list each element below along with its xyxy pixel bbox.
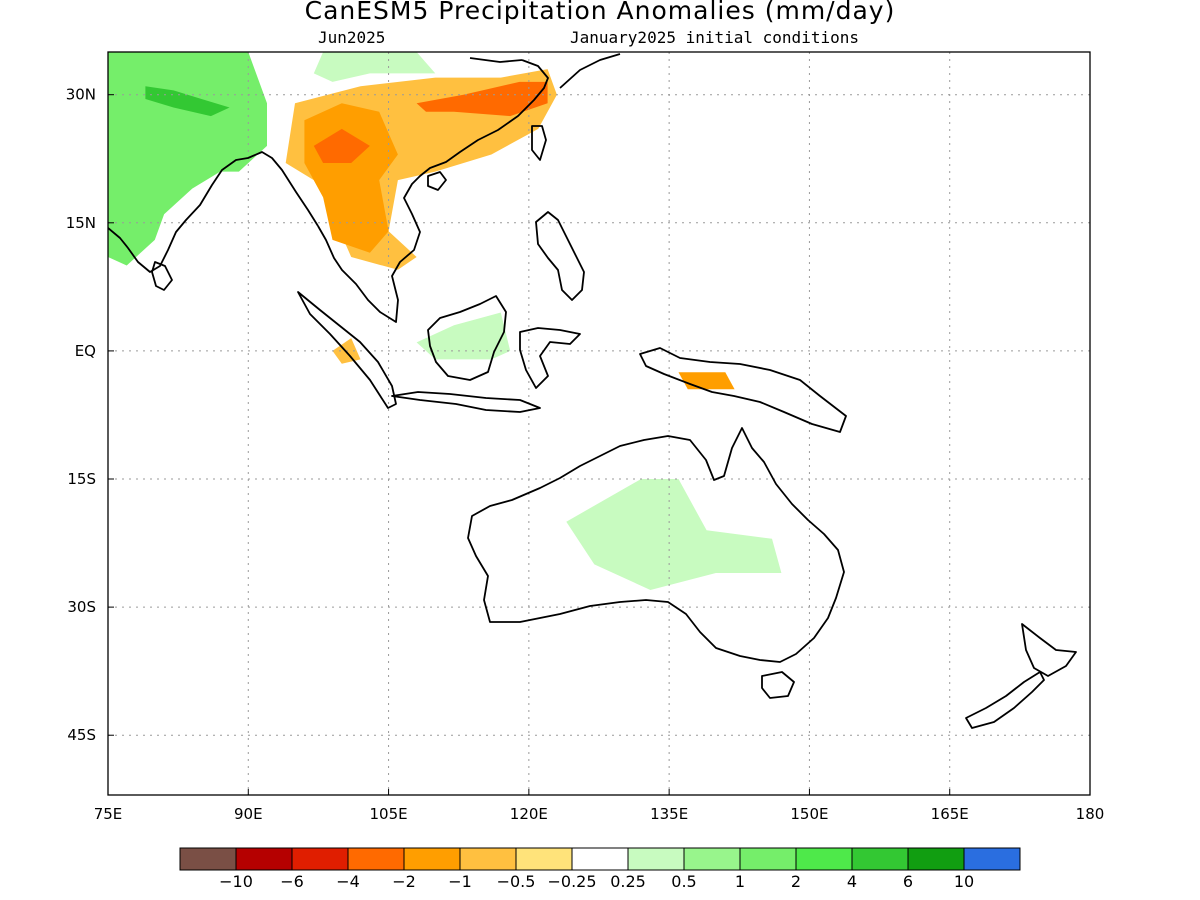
anomaly-region-5 <box>416 81 548 117</box>
colorbar-label: 10 <box>954 872 974 891</box>
coast-indochina <box>317 59 549 323</box>
colorbar-label: −4 <box>336 872 360 891</box>
lat-tick-label: 30N <box>66 86 96 104</box>
colorbar-label: 1 <box>735 872 745 891</box>
colorbar-swatch <box>795 847 853 871</box>
colorbar-label: −2 <box>392 872 416 891</box>
colorbar-label: −1 <box>448 872 472 891</box>
colorbar-label: 0.25 <box>610 872 646 891</box>
anomaly-region-0 <box>108 52 267 266</box>
anomaly-region-1 <box>145 86 230 117</box>
lat-tick-label: EQ <box>75 342 96 360</box>
coast-eastasia-north <box>469 57 523 63</box>
lat-tick-label: 15S <box>67 470 96 488</box>
coast-japan <box>559 53 621 89</box>
anomaly-region-10 <box>566 479 782 590</box>
colorbar-swatch <box>347 847 405 871</box>
anomaly-region-9 <box>678 372 735 390</box>
colorbar-label: 4 <box>847 872 857 891</box>
colorbar-label: −10 <box>219 872 253 891</box>
map-frame <box>107 51 1091 796</box>
coast-sulawesi <box>519 327 581 389</box>
coast-taiwan <box>531 125 547 161</box>
colorbar-swatch <box>851 847 909 871</box>
colorbar-label: −0.25 <box>547 872 596 891</box>
colorbar-swatch <box>403 847 461 871</box>
colorbar-swatch <box>683 847 741 871</box>
colorbar-swatch <box>627 847 685 871</box>
coast-hainan <box>427 171 447 191</box>
coast-sumatra <box>297 291 397 409</box>
coast-nz-south <box>965 671 1045 729</box>
coast-borneo <box>427 295 507 381</box>
map-title: CanESM5 Precipitation Anomalies (mm/day) <box>304 0 896 25</box>
lat-tick-label: 30S <box>67 598 96 616</box>
colorbar-swatch <box>963 847 1021 871</box>
anomaly-region-2 <box>313 52 436 82</box>
coastlines <box>108 53 1077 729</box>
coast-india <box>108 151 319 273</box>
colorbar-swatch <box>907 847 965 871</box>
lon-tick-label: 120E <box>510 805 548 823</box>
coast-newguinea <box>639 347 847 433</box>
valid-month-label: Jun2025 <box>318 28 386 47</box>
colorbar-swatch <box>515 847 573 871</box>
lon-tick-label: 165E <box>931 805 969 823</box>
coast-java <box>391 391 541 413</box>
axis-labels: 30N 15N EQ 15S 30S 45S 75E 90E 105E 120E 135E 150E 1… <box>66 86 1105 823</box>
coast-philippines <box>535 211 585 301</box>
colorbar-swatch <box>459 847 517 871</box>
gridlines <box>108 52 1090 795</box>
colorbar-swatch <box>179 847 237 871</box>
colorbar-swatch <box>235 847 293 871</box>
anomaly-shading <box>108 52 782 590</box>
lon-tick-label: 180 <box>1076 805 1105 823</box>
colorbar-swatch <box>291 847 349 871</box>
colorbar-label: 0.5 <box>671 872 696 891</box>
lon-tick-label: 90E <box>234 805 263 823</box>
anomaly-region-7 <box>416 312 511 360</box>
coast-australia <box>467 427 845 663</box>
colorbar-swatch <box>571 847 629 871</box>
lat-tick-label: 15N <box>66 214 96 232</box>
lon-tick-label: 75E <box>94 805 123 823</box>
init-conditions-label: January2025 initial conditions <box>570 28 859 47</box>
colorbar-swatch <box>739 847 797 871</box>
colorbar-label: 6 <box>903 872 913 891</box>
lat-tick-label: 45S <box>67 726 96 744</box>
lon-tick-label: 135E <box>650 805 688 823</box>
coast-nz-north <box>1021 623 1077 677</box>
coast-srilanka <box>151 261 173 291</box>
coast-tasmania <box>761 671 795 699</box>
colorbar-label: −6 <box>280 872 304 891</box>
lon-tick-label: 150E <box>790 805 828 823</box>
lon-tick-label: 105E <box>370 805 408 823</box>
colorbar-label: 2 <box>791 872 801 891</box>
anomaly-region-6 <box>313 128 370 163</box>
colorbar: −10 −6 −4 −2 −1 −0.5 −0.25 0.25 0.5 1 2 4 6 10 <box>179 847 1021 891</box>
colorbar-label: −0.5 <box>497 872 536 891</box>
